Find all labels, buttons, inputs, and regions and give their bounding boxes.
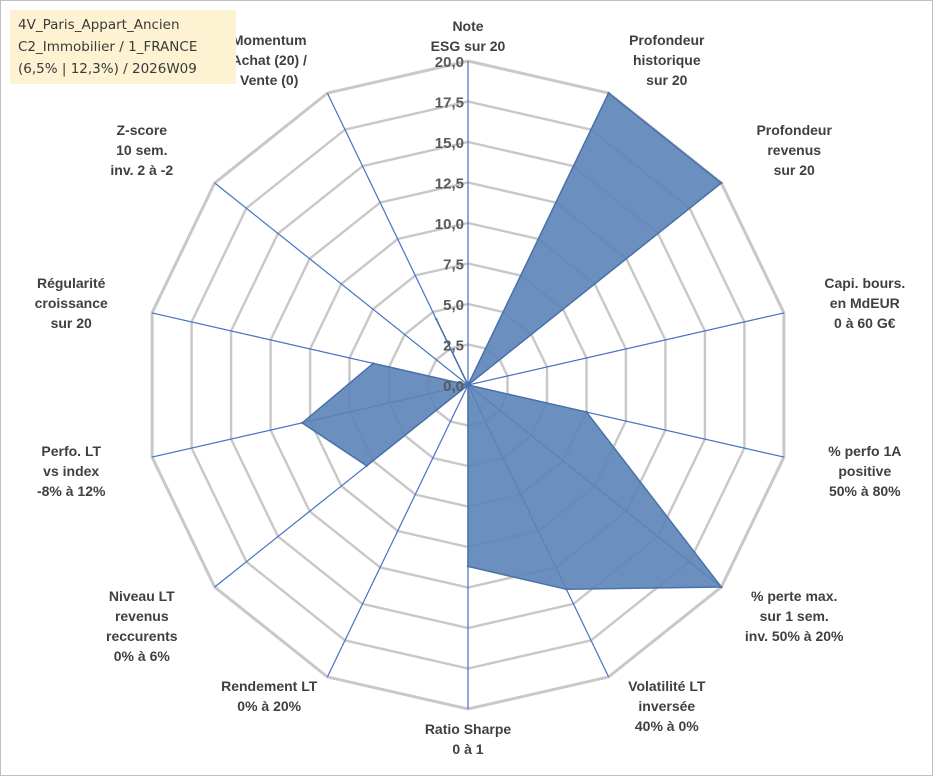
title-line-3: (6,5% | 12,3%) / 2026W09 <box>18 61 197 77</box>
chart-title-box: 4V_Paris_Appart_Ancien C2_Immobilier / 1… <box>10 10 236 84</box>
title-line-2: C2_Immobilier / 1_FRANCE <box>18 39 198 55</box>
axis-label: Capi. bours. en MdEUR 0 à 60 G€ <box>824 275 905 331</box>
axis-label: Ratio Sharpe 0 à 1 <box>425 721 512 757</box>
axis-label: Momentum Achat (20) / Vente (0) <box>231 32 307 88</box>
axis-label: Perfo. LT vs index -8% à 12% <box>37 443 106 499</box>
tick-label: 17,5 <box>435 95 464 112</box>
axis-label-line: en MdEUR <box>830 295 900 311</box>
axis-label-line: 0 à 60 G€ <box>834 315 896 331</box>
data-point <box>372 362 375 365</box>
axis-label-line: sur 20 <box>646 72 687 88</box>
axis-label-line: positive <box>838 463 891 479</box>
axis-label-line: revenus <box>767 142 821 158</box>
data-point <box>720 585 723 589</box>
axis-label-line: croissance <box>35 295 108 311</box>
tick-label: 12,5 <box>435 176 464 193</box>
tick-label: 5,0 <box>443 297 464 314</box>
axis-label-line: Rendement LT <box>221 678 318 694</box>
axis-label-line: vs index <box>43 463 99 479</box>
axis-label-line: % perfo 1A <box>828 443 901 459</box>
axis-label-line: Volatilité LT <box>628 678 706 694</box>
axis-label: Rendement LT 0% à 20% <box>221 678 318 714</box>
data-point <box>466 565 470 568</box>
axis-label-line: Profondeur <box>629 32 705 48</box>
axis-label-line: reccurents <box>106 628 178 644</box>
tick-label: 15,0 <box>435 135 464 152</box>
data-point <box>435 318 438 321</box>
axis-label: Note ESG sur 20 <box>431 18 506 54</box>
axis-label-line: inversée <box>638 698 695 714</box>
axis-label-line: Vente (0) <box>240 72 298 88</box>
radial-tick-labels: 0,0 2,5 5,0 7,5 10,0 12,5 15,0 17,5 20,0 <box>435 54 464 395</box>
data-point <box>585 410 588 414</box>
axis-label-line: sur 20 <box>51 315 92 331</box>
axis-label-line: Achat (20) / <box>231 52 307 68</box>
axis-label-line: sur 20 <box>774 162 815 178</box>
axis-label-line: Niveau LT <box>109 588 175 604</box>
tick-label: 0,0 <box>443 378 464 395</box>
axis-label-line: revenus <box>115 608 169 624</box>
axis-label-line: sur 1 sem. <box>760 608 829 624</box>
data-point <box>607 91 610 95</box>
tick-label: 10,0 <box>435 216 464 233</box>
axis-label-line: Momentum <box>232 32 307 48</box>
title-line-1: 4V_Paris_Appart_Ancien <box>18 17 180 33</box>
axis-label-line: inv. 2 à -2 <box>110 162 173 178</box>
axis-label-line: 40% à 0% <box>635 718 699 734</box>
axis-label: Niveau LT revenus reccurents 0% à 6% <box>106 588 178 664</box>
axis-label-line: historique <box>633 52 701 68</box>
axis-label-line: 10 sem. <box>116 142 167 158</box>
data-point <box>301 421 304 425</box>
tick-label: 2,5 <box>443 338 464 355</box>
axis-label-line: -8% à 12% <box>37 483 106 499</box>
axis-label-line: Note <box>452 18 483 34</box>
data-point <box>565 588 568 591</box>
axis-spoke <box>467 312 785 386</box>
data-point <box>720 181 723 185</box>
axis-label: % perte max. sur 1 sem. inv. 50% à 20% <box>745 588 844 644</box>
axis-label: % perfo 1A positive 50% à 80% <box>828 443 901 499</box>
axis-label: Profondeur historique sur 20 <box>629 32 705 88</box>
data-point <box>466 383 470 387</box>
axis-label-line: Régularité <box>37 275 106 291</box>
data-point <box>365 464 368 467</box>
tick-label: 20,0 <box>435 54 464 71</box>
axis-label-line: Capi. bours. <box>824 275 905 291</box>
axis-labels: Note ESG sur 20 Profondeur historique sur 20… <box>35 18 906 757</box>
axis-label-line: % perte max. <box>751 588 837 604</box>
axis-label: Profondeur revenus sur 20 <box>756 122 832 178</box>
axis-label-line: 0% à 20% <box>237 698 301 714</box>
tick-label: 7,5 <box>443 257 464 274</box>
axis-label-line: Perfo. LT <box>41 443 101 459</box>
axis-label-line: ESG sur 20 <box>431 38 506 54</box>
axis-label: Volatilité LT inversée 40% à 0% <box>628 678 706 734</box>
axis-label-line: 0 à 1 <box>452 741 483 757</box>
axis-label-line: 0% à 6% <box>114 648 171 664</box>
axis-spoke <box>214 182 469 386</box>
axis-label-line: 50% à 80% <box>829 483 901 499</box>
radar-series <box>300 91 723 591</box>
axis-spoke <box>326 384 469 678</box>
axis-label-line: Profondeur <box>756 122 832 138</box>
axis-label-line: Z-score <box>117 122 168 138</box>
axis-label-line: Ratio Sharpe <box>425 721 512 737</box>
axis-label-line: inv. 50% à 20% <box>745 628 844 644</box>
axis-label: Z-score 10 sem. inv. 2 à -2 <box>110 122 173 178</box>
axis-label: Régularité croissance sur 20 <box>35 275 108 331</box>
